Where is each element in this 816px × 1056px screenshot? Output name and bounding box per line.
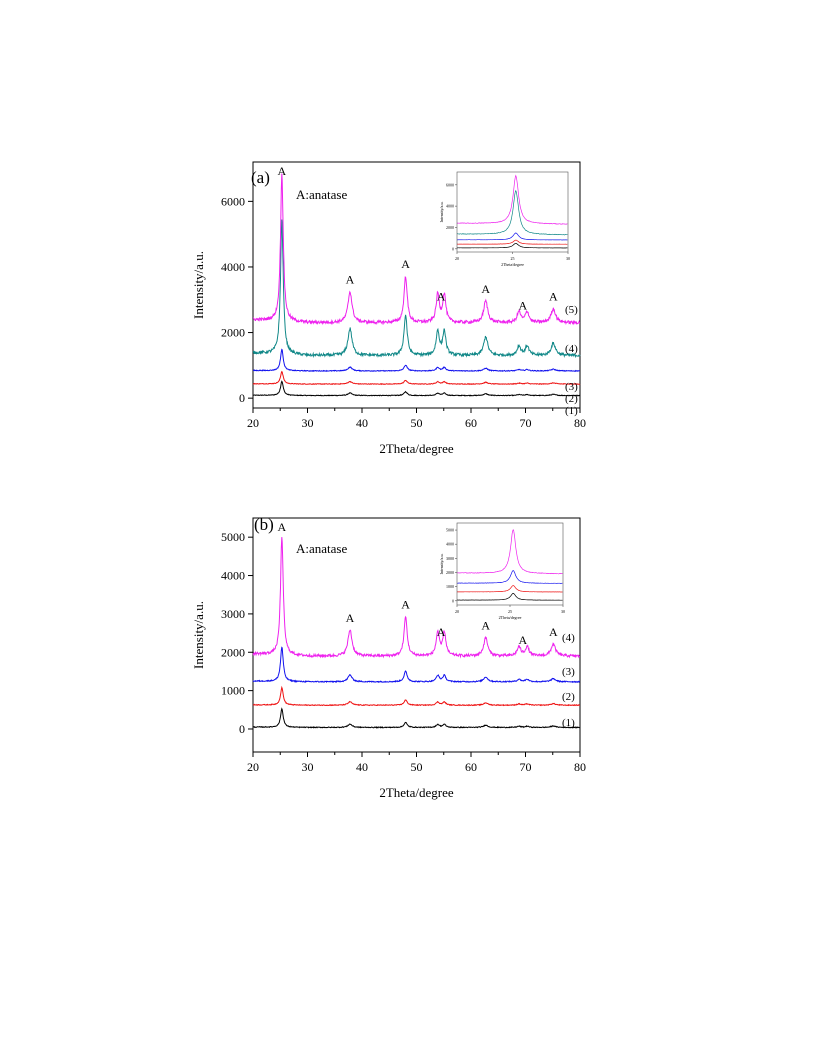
x-tick-label: 70 bbox=[520, 416, 532, 430]
x-tick-label: 40 bbox=[356, 760, 368, 774]
inset-background bbox=[457, 523, 563, 605]
x-tick-label: 50 bbox=[411, 416, 423, 430]
peak-marker-a: A bbox=[346, 611, 355, 625]
y-tick-label: 6000 bbox=[221, 194, 245, 208]
series-label-4: (4) bbox=[562, 632, 575, 644]
inset-series-line-3 bbox=[456, 570, 563, 584]
series-line-4 bbox=[252, 537, 580, 659]
peak-marker-a: A bbox=[481, 282, 490, 296]
inset-series-line-3 bbox=[456, 232, 568, 241]
y-tick-label: 5000 bbox=[221, 530, 245, 544]
inset-y-tick-label: 4000 bbox=[446, 204, 454, 209]
series-line-2 bbox=[252, 370, 581, 386]
series-label-1: (1) bbox=[562, 717, 575, 729]
x-axis-label: 2Theta/degree bbox=[379, 785, 454, 800]
series-label-5: (5) bbox=[565, 304, 578, 316]
y-tick-label: 3000 bbox=[221, 607, 245, 621]
inset-y-tick-label: 2000 bbox=[446, 570, 454, 575]
inset-series-line-2 bbox=[457, 239, 568, 245]
peak-marker-a: A bbox=[401, 257, 410, 271]
y-axis-label: Intensity/a.u. bbox=[191, 251, 206, 319]
series-line-3 bbox=[252, 646, 581, 684]
annotation-anatase: A:anatase bbox=[296, 541, 347, 556]
y-tick-label: 2000 bbox=[221, 326, 245, 340]
annotation-anatase: A:anatase bbox=[296, 187, 347, 202]
inset-series-line-1 bbox=[457, 593, 563, 601]
panel-label: (a) bbox=[251, 168, 270, 187]
peak-marker-a: A bbox=[437, 289, 446, 303]
inset-y-tick-label: 0 bbox=[452, 246, 454, 251]
series-line-3 bbox=[252, 348, 580, 373]
y-tick-label: 1000 bbox=[221, 684, 245, 698]
peak-marker-a: A bbox=[401, 598, 410, 612]
x-tick-label: 50 bbox=[411, 760, 423, 774]
inset-x-tick-label: 30 bbox=[561, 609, 565, 614]
inset-x-axis-label: 2Theta/degree bbox=[499, 615, 522, 620]
peak-marker-a: A bbox=[518, 299, 527, 313]
inset-series-line-5 bbox=[456, 174, 568, 225]
inset-y-tick-label: 6000 bbox=[446, 182, 454, 187]
inset-y-tick-label: 2000 bbox=[446, 225, 454, 230]
peak-marker-a: A bbox=[481, 619, 490, 633]
inset-y-tick-label: 1000 bbox=[446, 584, 454, 589]
inset-y-tick-label: 3000 bbox=[446, 556, 454, 561]
peak-marker-a: A bbox=[278, 164, 287, 178]
peak-marker-a: A bbox=[278, 520, 287, 534]
series-label-2: (2) bbox=[562, 691, 575, 703]
inset-y-tick-label: 5000 bbox=[446, 528, 454, 533]
x-tick-label: 60 bbox=[465, 416, 477, 430]
chart-panel-a: 20 30 40 50 60 70 80 0 2000 4000 6000 2Theta/degree… bbox=[191, 161, 586, 456]
x-tick-label: 30 bbox=[302, 416, 314, 430]
panel-label: (b) bbox=[254, 515, 274, 534]
inset-series-line-2 bbox=[456, 585, 563, 593]
peak-marker-a: A bbox=[518, 633, 527, 647]
x-tick-label: 40 bbox=[356, 416, 368, 430]
y-tick-label: 4000 bbox=[221, 260, 245, 274]
x-tick-label: 20 bbox=[247, 416, 259, 430]
x-tick-label: 30 bbox=[302, 760, 314, 774]
inset-series-line-4 bbox=[457, 529, 563, 575]
x-tick-label: 80 bbox=[574, 416, 586, 430]
x-axis-label: 2Theta/degree bbox=[379, 441, 454, 456]
inset-series-line-4 bbox=[456, 189, 568, 236]
y-axis-label: Intensity/a.u. bbox=[191, 601, 206, 669]
peak-marker-a: A bbox=[549, 625, 558, 639]
inset-y-tick-label: 4000 bbox=[446, 542, 454, 547]
x-tick-label: 60 bbox=[465, 760, 477, 774]
inset-x-axis-label: 2Theta/degree bbox=[501, 262, 524, 267]
inset-x-tick-label: 30 bbox=[566, 256, 570, 261]
x-tick-label: 70 bbox=[520, 760, 532, 774]
x-tick-label: 20 bbox=[247, 760, 259, 774]
series-line-1 bbox=[252, 707, 581, 729]
y-tick-label: 4000 bbox=[221, 569, 245, 583]
inset-plot: 20 25 30 0 1000 2000 3000 4000 5000 2Theta/degree… bbox=[439, 522, 565, 620]
inset-y-tick-label: 0 bbox=[452, 598, 454, 603]
y-tick-label: 0 bbox=[239, 722, 245, 736]
x-tick-label: 80 bbox=[574, 760, 586, 774]
series-label-1: (1) bbox=[565, 405, 578, 417]
peak-marker-a: A bbox=[437, 625, 446, 639]
series-line-2 bbox=[252, 685, 580, 707]
peak-marker-a: A bbox=[549, 290, 558, 304]
series-line-5 bbox=[252, 173, 581, 326]
inset-y-axis-label: Intensity/a.u. bbox=[439, 554, 444, 575]
inset-y-axis-label: Intensity/a.u. bbox=[439, 202, 444, 223]
y-tick-label: 2000 bbox=[221, 645, 245, 659]
inset-x-tick-label: 25 bbox=[508, 609, 512, 614]
series-label-2: (2) bbox=[565, 393, 578, 405]
series-label-3: (3) bbox=[565, 381, 578, 393]
series-line-4 bbox=[252, 219, 581, 359]
peak-marker-a: A bbox=[346, 273, 355, 287]
series-line-1 bbox=[252, 380, 581, 397]
inset-series-line-1 bbox=[457, 242, 568, 249]
series-label-3: (3) bbox=[562, 666, 575, 678]
y-tick-label: 0 bbox=[239, 391, 245, 405]
inset-x-tick-label: 20 bbox=[455, 609, 459, 614]
series-label-4: (4) bbox=[565, 343, 578, 355]
inset-x-tick-label: 25 bbox=[511, 256, 515, 261]
chart-panel-b: 20 30 40 50 60 70 80 0 1000 2000 3000 4000 5000 2Thet… bbox=[191, 515, 586, 800]
inset-x-tick-label: 20 bbox=[455, 256, 459, 261]
inset-plot: 20 25 30 0 2000 4000 6000 2Theta/degree Intensit… bbox=[439, 171, 570, 267]
